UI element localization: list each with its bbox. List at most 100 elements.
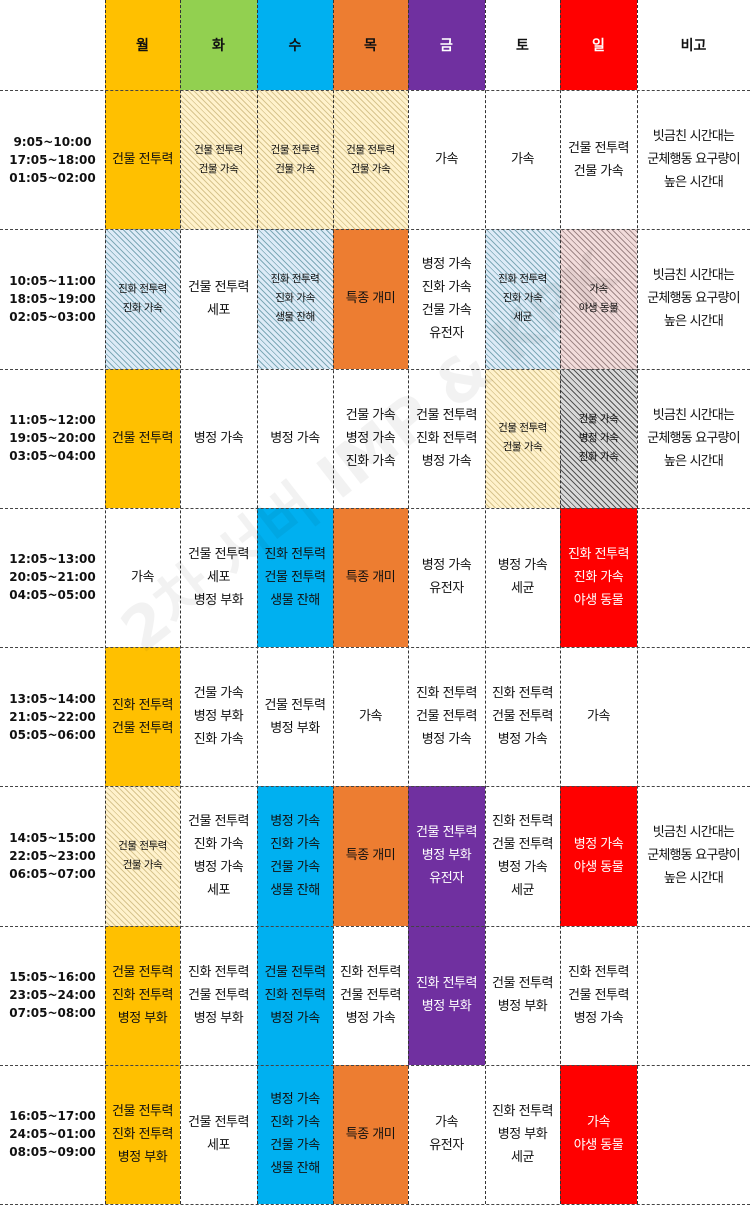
buff-label: 건물 전투력: [188, 546, 249, 562]
schedule-cell: 건물 전투력 병정 부화 유전자: [408, 786, 485, 926]
buff-label: 건물 전투력: [568, 987, 629, 1003]
row-divider: [0, 368, 750, 370]
buff-label: 야생 동물: [573, 592, 624, 608]
buff-label: 건물 전투력: [492, 976, 553, 992]
buff-label: 병정 가속: [421, 558, 472, 574]
buff-label: 진화 가속: [193, 732, 244, 748]
header-day-label: 금: [440, 38, 453, 54]
buff-label: 유전자: [429, 871, 464, 887]
buff-label: 가속: [359, 709, 382, 725]
time-range: 05:05~06:00: [9, 727, 96, 742]
time-range: 10:05~11:00: [9, 273, 96, 288]
buff-label: 병정 가속: [193, 430, 244, 446]
schedule-cell: 병정 가속 진화 가속 건물 가속 생물 잔해: [257, 1064, 333, 1204]
column-divider: [637, 0, 638, 1204]
time-cell: 9:05~10:00 17:05~18:00 01:05~02:00: [0, 90, 105, 230]
buff-label: 병정 가속: [421, 256, 472, 272]
buff-label: 세포: [207, 882, 230, 898]
schedule-cell: 건물 전투력 세포: [180, 229, 257, 369]
buff-label: 진화 전투력: [188, 964, 249, 980]
buff-label: 생물 잔해: [275, 311, 315, 324]
buff-label: 병정 가속: [497, 732, 548, 748]
buff-label: 병정 가속: [270, 1010, 320, 1026]
buff-label: 유전자: [429, 325, 464, 341]
buff-label: 병정 부화: [117, 1149, 168, 1165]
buff-label: 진화 전투력: [492, 1103, 553, 1119]
schedule-cell: 가속: [408, 90, 485, 230]
buff-label: 진화 전투력: [112, 697, 173, 713]
time-cell: 16:05~17:00 24:05~01:00 08:05~09:00: [0, 1064, 105, 1204]
buff-label: 건물 전투력: [568, 140, 629, 156]
buff-label: 병정 가속: [345, 1010, 396, 1026]
buff-label: 진화 전투력: [568, 546, 629, 562]
time-range: 01:05~02:00: [9, 170, 96, 185]
buff-label: 진화 가속: [122, 301, 163, 314]
buff-label: 진화 전투력: [264, 987, 326, 1003]
time-cell: 11:05~12:00 19:05~20:00 03:05~04:00: [0, 368, 105, 508]
buff-label: 진화 전투력: [492, 813, 553, 829]
time-range: 9:05~10:00: [13, 134, 92, 149]
buff-label: 병정 부화: [117, 1010, 168, 1026]
schedule-cell: 건물 전투력 진화 전투력 병정 부화: [105, 925, 180, 1065]
schedule-cell: 병정 가속 세균: [485, 507, 560, 647]
note-cell: 빗금친 시간대는 군체행동 요구량이 높은 시간대: [637, 368, 750, 508]
buff-label: 건물 가속: [578, 412, 619, 425]
buff-label: 세균: [513, 311, 532, 324]
schedule-cell: 가속: [333, 647, 408, 787]
buff-label: 특종 개미: [345, 848, 396, 864]
buff-label: 진화 가속: [345, 453, 396, 469]
buff-label: 세균: [511, 1149, 534, 1165]
buff-label: 건물 전투력: [416, 825, 477, 841]
buff-label: 야생 동물: [573, 859, 624, 875]
note-cell: [637, 507, 750, 647]
note-text: 군체행동 요구량이: [647, 152, 740, 168]
buff-label: 진화 전투력: [416, 976, 477, 992]
row-divider: [0, 507, 750, 509]
schedule-cell: 건물 전투력 건물 가속: [105, 786, 180, 926]
note-text: 군체행동 요구량이: [647, 430, 740, 446]
buff-label: 건물 가속: [350, 162, 391, 175]
buff-label: 진화 전투력: [498, 273, 547, 286]
buff-label: 진화 전투력: [340, 964, 401, 980]
buff-label: 건물 가속: [270, 1138, 320, 1154]
time-range: 06:05~07:00: [9, 866, 96, 881]
schedule-cell: 가속: [485, 90, 560, 230]
schedule-cell: 건물 전투력 진화 전투력 병정 가속: [408, 368, 485, 508]
buff-label: 병정 부화: [193, 709, 244, 725]
schedule-cell: 특종 개미: [333, 507, 408, 647]
buff-label: 가속: [589, 282, 608, 295]
column-divider: [485, 0, 486, 1204]
time-cell: 14:05~15:00 22:05~23:00 06:05~07:00: [0, 786, 105, 926]
buff-label: 건물 전투력: [416, 407, 477, 423]
buff-label: 건물 전투력: [492, 836, 553, 852]
schedule-cell: 건물 전투력 진화 전투력 병정 가속: [257, 925, 333, 1065]
buff-label: 건물 전투력: [112, 152, 173, 168]
time-cell: 15:05~16:00 23:05~24:00 07:05~08:00: [0, 925, 105, 1065]
header-corner: [0, 0, 105, 90]
buff-label: 진화 가속: [502, 292, 543, 305]
schedule-cell: 병정 가속 진화 가속 건물 가속 유전자: [408, 229, 485, 369]
schedule-cell: 건물 전투력: [105, 90, 180, 230]
buff-label: 세포: [207, 1138, 230, 1154]
header-day-4: 목: [333, 0, 408, 90]
column-divider: [257, 0, 258, 1204]
time-range: 12:05~13:00: [9, 552, 96, 567]
time-range: 02:05~03:00: [9, 309, 96, 324]
schedule-cell: 병정 가속: [180, 368, 257, 508]
schedule-cell: 건물 전투력 진화 전투력 병정 부화: [105, 1064, 180, 1204]
buff-label: 병정 가속: [497, 558, 548, 574]
buff-label: 건물 가속: [193, 686, 244, 702]
time-range: 14:05~15:00: [9, 830, 96, 845]
row-divider: [0, 647, 750, 648]
buff-label: 진화 가속: [270, 836, 320, 852]
row-divider: [0, 229, 750, 231]
note-text: 군체행동 요구량이: [647, 291, 740, 307]
note-cell: [637, 925, 750, 1065]
buff-label: 세포: [207, 569, 230, 585]
header-day-5: 금: [408, 0, 485, 90]
schedule-cell: 진화 전투력 건물 전투력 병정 가속: [408, 647, 485, 787]
buff-label: 병정 가속: [421, 732, 472, 748]
row-divider: [0, 925, 750, 927]
buff-label: 진화 전투력: [416, 430, 477, 446]
